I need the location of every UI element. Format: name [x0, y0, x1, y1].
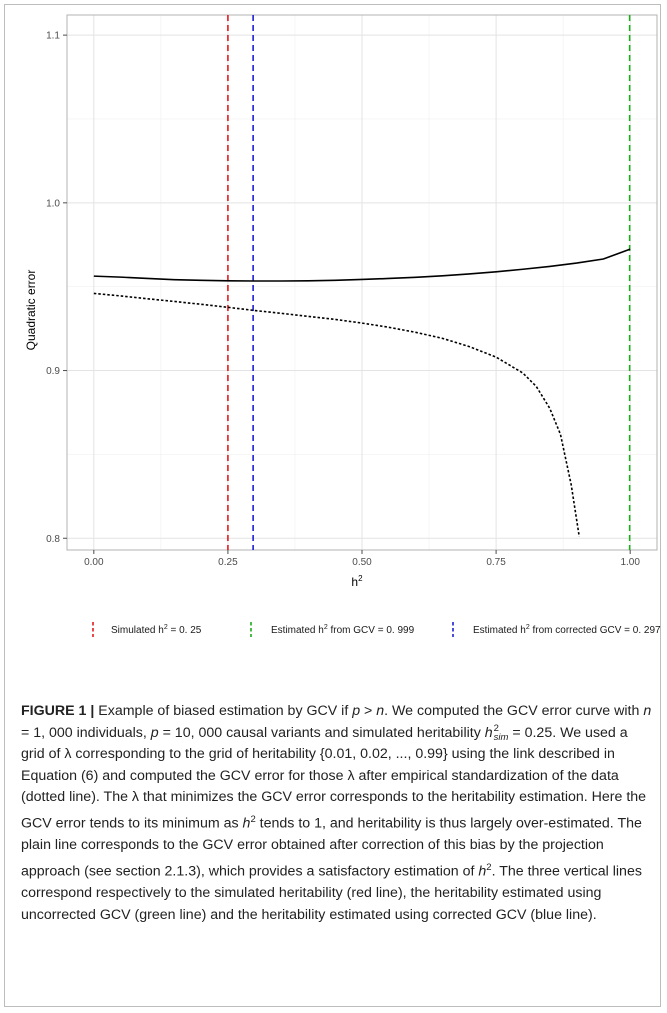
caption-h-sim: h 2 sim	[484, 722, 509, 743]
caption-h3-sup: 2	[486, 861, 492, 873]
caption-text-3: = 1, 000 individuals,	[21, 724, 151, 741]
series	[93, 248, 631, 537]
caption-text-7: . The three vertical lines correspond re…	[21, 863, 642, 923]
grid	[66, 14, 658, 551]
caption-p-2: p	[150, 724, 159, 741]
caption-text-4: = 10, 000 causal variants and simulated …	[158, 724, 485, 741]
solid-corrected-gcv-curve	[93, 248, 631, 282]
legend-label-1: Simulated h2 = 0. 25	[111, 624, 202, 636]
caption-p: p	[352, 703, 361, 719]
y-tick-label: 0.8	[46, 534, 60, 545]
chart: 0.00 0.25 0.50 0.75 1.00 0.8 0.9 1.0 1.1 Quadrat…	[24, 14, 661, 637]
x-tick-label: 0.50	[352, 557, 372, 568]
legend-item-1: Simulated h2 = 0. 25	[92, 622, 202, 637]
legend-item-2: Estimated h2 from GCV = 0. 999	[250, 622, 415, 637]
tick-labels: 0.00 0.25 0.50 0.75 1.00 0.8 0.9 1.0 1.1	[46, 31, 640, 568]
x-tick-label: 0.75	[486, 557, 506, 568]
caption-gt: >	[360, 703, 377, 719]
figure-panel: 0.00 0.25 0.50 0.75 1.00 0.8 0.9 1.0 1.1 Quadrat…	[4, 4, 661, 1007]
caption-n-2: n	[643, 703, 652, 719]
legend-item-3: Estimated h2 from corrected GCV = 0. 297	[452, 622, 661, 637]
x-axis-title-sup: 2	[358, 574, 363, 583]
caption-label: FIGURE 1 |	[21, 703, 95, 719]
legend-label-2: Estimated h2 from GCV = 0. 999	[271, 624, 415, 636]
figure-caption: FIGURE 1 | Example of biased estimation …	[21, 701, 653, 926]
y-tick-label: 1.1	[46, 31, 60, 42]
caption-h2-sup: 2	[250, 813, 256, 825]
x-axis-title: h2	[351, 574, 363, 589]
y-axis-title: Quadratic error	[24, 270, 38, 351]
caption-text-5: = 0.25. We used a grid of λ correspondin…	[21, 724, 647, 832]
x-tick-label: 1.00	[620, 557, 640, 568]
y-tick-label: 1.0	[46, 198, 60, 209]
x-tick-label: 0.00	[84, 557, 104, 568]
caption-h3: h	[478, 863, 487, 880]
vertical-lines	[227, 15, 631, 550]
legend-label-3: Estimated h2 from corrected GCV = 0. 297	[473, 624, 661, 636]
x-axis-title-base: h	[351, 575, 358, 589]
y-tick-label: 0.9	[46, 366, 60, 377]
caption-n: n	[376, 703, 385, 719]
x-tick-label: 0.25	[218, 557, 238, 568]
legend: Simulated h2 = 0. 25 Estimated h2 from GC…	[92, 622, 661, 637]
caption-h2: h	[242, 815, 251, 832]
caption-text-1: Example of biased estimation by GCV if	[94, 703, 353, 719]
caption-text-2: . We computed the GCV error curve with	[384, 703, 644, 719]
caption-text-6: tends to 1, and heritability is thus lar…	[21, 815, 642, 880]
